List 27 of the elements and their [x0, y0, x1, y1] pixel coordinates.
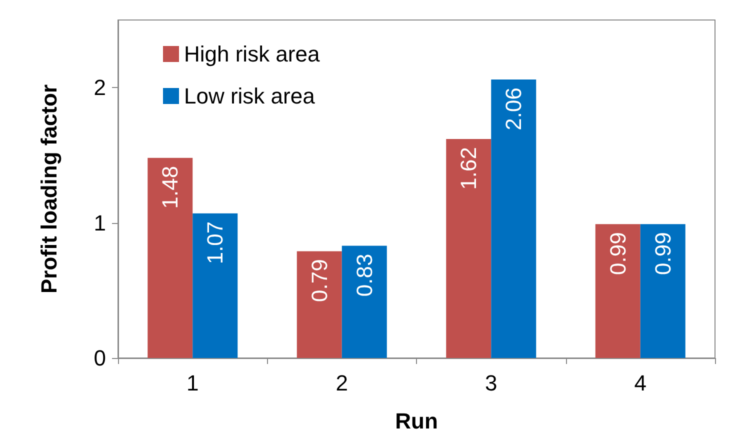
bar: [640, 224, 686, 358]
bar: [192, 213, 238, 358]
bar: [491, 79, 536, 358]
bar: [148, 158, 193, 358]
bar: [446, 138, 492, 358]
data-label: 0.99: [605, 232, 630, 275]
bar: [296, 251, 342, 358]
x-tick-label: 4: [634, 370, 646, 396]
data-label: 0.99: [650, 232, 676, 275]
data-label: 0.83: [352, 254, 377, 297]
bar: [342, 246, 387, 358]
data-label: 1.48: [158, 166, 183, 209]
legend-label: Low risk area: [184, 84, 316, 108]
y-tick-label: 2: [94, 75, 106, 100]
legend-label: High risk area: [184, 42, 320, 66]
y-axis-title: Profit loading factor: [36, 84, 62, 294]
x-tick-label: 1: [186, 370, 199, 396]
data-label: 1.62: [456, 146, 482, 190]
data-label: 2.06: [501, 87, 526, 130]
bar: [595, 224, 640, 358]
y-tick-label: 0: [94, 346, 106, 370]
x-tick-label: 3: [485, 370, 498, 396]
data-label: 1.07: [202, 221, 228, 264]
x-axis-title: Run: [395, 408, 438, 434]
data-label: 0.79: [306, 259, 332, 302]
x-tick-label: 2: [336, 370, 348, 396]
y-tick-label: 1: [94, 210, 106, 236]
